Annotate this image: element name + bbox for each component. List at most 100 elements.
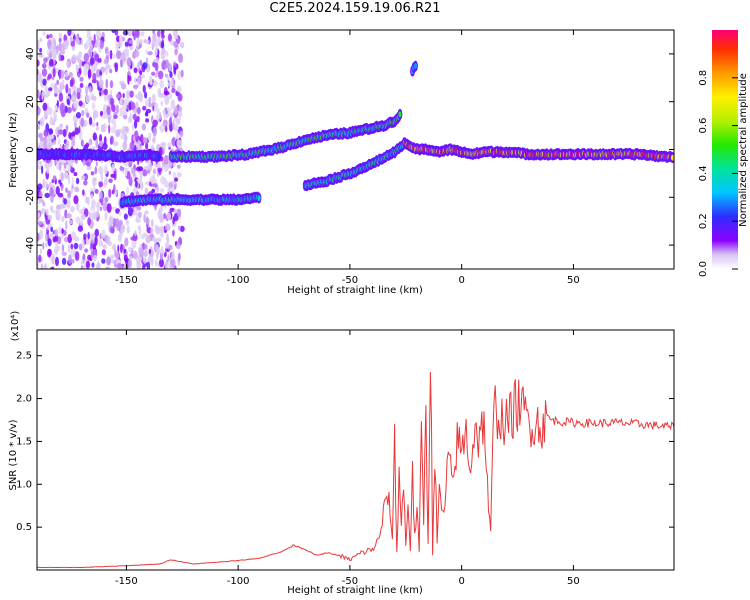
spectrogram-track-core [156,153,161,160]
spectrogram-noise-speckle [61,243,64,254]
spectrogram-noise-speckle [58,226,62,233]
spectrogram-noise-speckle [128,246,133,253]
spectrogram-noise-speckle [115,93,121,99]
spectrogram-noise-speckle [106,203,112,213]
spectrogram-noise-speckle [166,212,172,221]
spectrogram-noise-speckle [136,115,140,123]
colorbar: 0.0 0.2 0.4 0.6 0.8 Normalized spectral ampl… [698,30,749,277]
spectrogram-noise-speckle [72,85,77,91]
spectrogram-noise-speckle [48,33,53,39]
spectrogram-noise-speckle [63,198,68,205]
spectrogram-noise-speckle [158,207,161,214]
spectrogram-noise-speckle [78,100,83,107]
spectrogram-noise-speckle [82,189,85,196]
spectrogram-noise-speckle [94,228,100,237]
spectrogram-noise-speckle [173,66,177,75]
spectrogram-noise-speckle [135,180,138,188]
spectrogram-noise-speckle [177,70,182,81]
spectrogram-noise-speckle [52,67,56,78]
spectrogram-noise-speckle [124,134,128,143]
spectrogram-noise-speckle [43,139,47,150]
x-tick-label: 50 [567,576,580,587]
spectrogram-noise-speckle [127,74,130,85]
spectrogram-noise-speckle [84,174,89,180]
spectrogram-noise-speckle [42,78,47,86]
spectrogram-noise-speckle [109,68,113,74]
spectrogram-noise-speckle [109,135,114,145]
spectrogram-noise-speckle [99,110,104,117]
spectrogram-noise-speckle [48,87,53,92]
x-tick-label: 50 [567,275,580,286]
spectrogram-noise-speckle [83,122,87,128]
spectrogram-noise-speckle [68,71,73,78]
spectrogram-noise-speckle [96,260,100,269]
spectrogram-noise-speckle [127,259,132,269]
spectrogram-noise-speckle [151,237,157,242]
spectrogram-noise-speckle [172,30,179,37]
spectrogram-noise-speckle [45,233,48,242]
spectrogram-noise-speckle [92,132,97,141]
spectrogram-noise-speckle [58,162,62,172]
spectrogram-noise-speckle [88,211,92,220]
spectrogram-noise-speckle [68,87,72,95]
spectrogram-noise-speckle [132,113,137,120]
spectrogram-noise-speckle [109,80,114,89]
spectrogram-noise-speckle [69,79,74,88]
spectrogram-noise-speckle [54,104,58,110]
spectrogram-noise-speckle [57,137,61,146]
spectrogram-noise-speckle [61,215,65,223]
spectrogram-noise-speckle [63,162,67,169]
spectrogram-noise-speckle [176,172,182,178]
spectrogram-noise-speckle [157,167,163,173]
spectrogram-noise-speckle [90,250,93,260]
spectrogram-x-ticks: -150 -100 -50 0 50 [115,30,580,286]
spectrogram-noise-speckle [134,145,137,152]
spectrogram-noise-speckle [80,38,83,46]
spectrogram-noise-speckle [70,187,73,195]
spectrogram-noise-speckle [68,219,73,225]
spectrogram-noise-speckle [80,260,85,265]
spectrogram-noise-speckle [52,175,57,181]
x-tick-label: -100 [227,275,250,286]
spectrogram-noise-speckle [176,208,182,218]
spectrogram-noise-speckle [130,101,136,111]
snr-series-line [37,371,674,569]
spectrogram-noise-speckle [99,75,103,83]
spectrogram-noise-speckle [48,181,53,188]
spectrogram-noise-speckle [145,118,150,123]
spectrogram-noise-speckle [83,233,87,239]
spectrogram-noise-speckle [42,201,46,207]
spectrogram-noise-speckle [110,173,116,178]
spectrogram-noise-speckle [40,208,46,214]
spectrogram-noise-speckle [144,137,148,144]
spectrogram-noise-speckle [105,64,111,70]
colorbar-label: Normalized spectral amplitude [738,73,749,227]
spectrogram-noise-speckle [141,264,146,269]
spectrogram-noise-speckle [152,126,157,137]
spectrogram-noise-speckle [86,112,90,118]
spectrogram-noise-speckle [73,242,79,250]
spectrogram-noise-speckle [45,208,49,216]
spectrogram-noise-speckle [57,129,64,135]
spectrogram-noise-speckle [133,118,138,129]
spectrogram-noise-speckle [119,106,124,117]
spectrogram-noise-speckle [145,39,150,45]
spectrogram-noise-speckle [47,225,50,231]
spectrogram-noise-speckle [79,76,84,82]
spectrogram-noise-speckle [70,131,76,137]
spectrogram-noise-speckle [132,30,135,37]
spectrogram-noise-speckle [94,235,98,246]
spectrogram-noise-speckle [140,31,145,37]
spectrogram-noise-speckle [161,47,166,55]
spectrogram-noise-speckle [75,64,79,73]
spectrogram-noise-speckle [172,171,177,180]
spectrogram-noise-speckle [106,106,111,116]
snr-y-axis-label: SNR (10 * v/v) [8,419,19,490]
spectrogram-noise-speckle [122,30,129,36]
spectrogram-noise-speckle [98,237,102,248]
y-tick-label: 1.5 [16,436,32,447]
spectrogram-noise-speckle [95,126,100,131]
spectrogram-noise-speckle [120,83,127,90]
spectrogram-noise-speckle [96,201,101,211]
x-tick-label: 0 [458,275,464,286]
